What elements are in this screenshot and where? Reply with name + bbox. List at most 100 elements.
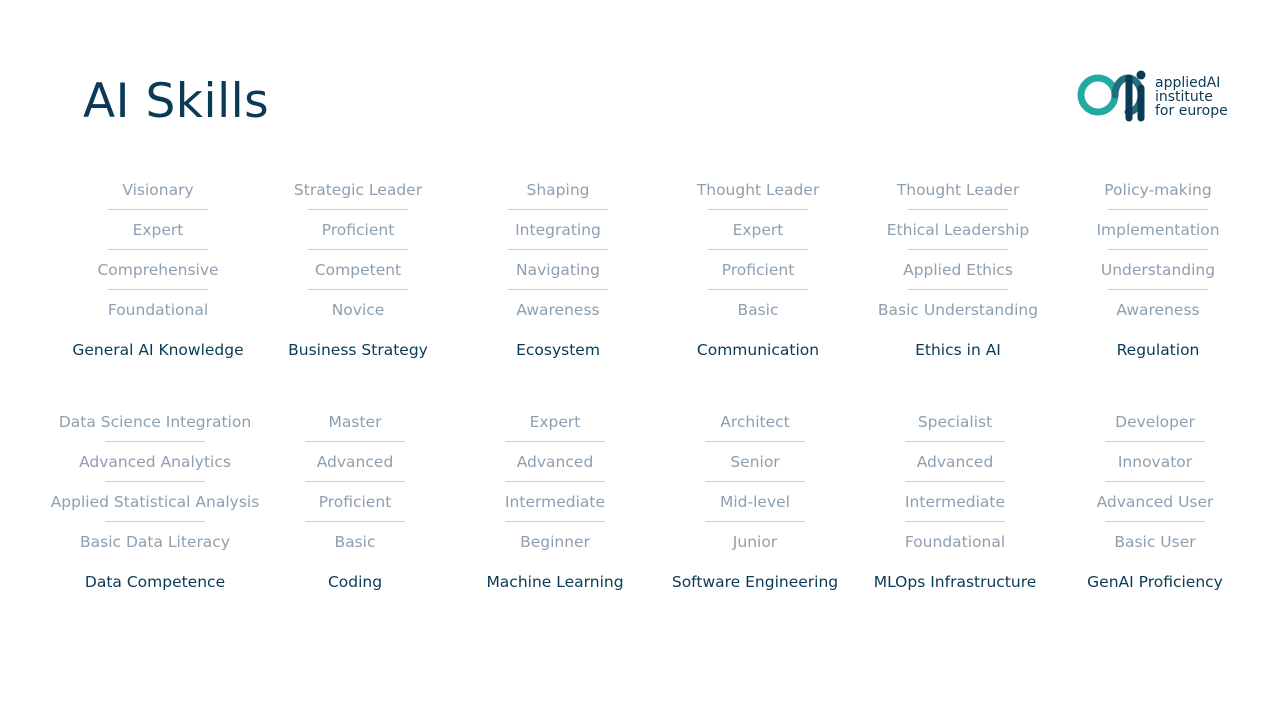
- skill-level-label: Architect: [720, 413, 790, 431]
- skill-level-label: Proficient: [721, 261, 795, 279]
- skill-column-genai-proficiency: Developer Innovator Advanced User Basic …: [1055, 402, 1255, 602]
- skill-category: Data Competence: [84, 573, 226, 591]
- skill-level: Ethical Leadership: [848, 210, 1068, 250]
- divider: [708, 209, 808, 210]
- skill-level-label: Awareness: [1116, 301, 1200, 319]
- divider: [508, 249, 608, 250]
- skill-level: Data Science Integration: [45, 402, 265, 442]
- skill-level: Senior: [645, 442, 865, 482]
- skill-level: Intermediate: [845, 482, 1065, 522]
- divider: [908, 249, 1008, 250]
- skill-level-label: Specialist: [917, 413, 993, 431]
- skill-level: Basic: [648, 290, 868, 330]
- divider: [108, 249, 208, 250]
- divider: [105, 521, 205, 522]
- skill-column-business-strategy: Strategic Leader Proficient Competent No…: [258, 170, 458, 370]
- skill-category: Coding: [327, 573, 383, 591]
- skill-level-label: Expert: [132, 221, 184, 239]
- logo-line-1: appliedAI: [1155, 75, 1221, 91]
- skill-level: Proficient: [648, 250, 868, 290]
- skill-level-label: Shaping: [526, 181, 590, 199]
- skill-level: Intermediate: [445, 482, 665, 522]
- divider: [505, 441, 605, 442]
- divider: [308, 209, 408, 210]
- skill-column-ethics-in-ai: Thought Leader Ethical Leadership Applie…: [858, 170, 1058, 370]
- skill-level: Specialist: [845, 402, 1065, 442]
- skill-level-label: Intermediate: [504, 493, 605, 511]
- divider: [508, 289, 608, 290]
- skill-level: Junior: [645, 522, 865, 562]
- skill-column-mlops-infrastructure: Specialist Advanced Intermediate Foundat…: [855, 402, 1055, 602]
- skill-level: Thought Leader: [648, 170, 868, 210]
- divider: [708, 249, 808, 250]
- skill-level-label: Applied Ethics: [903, 261, 1013, 279]
- skill-level-label: Ethical Leadership: [886, 221, 1030, 239]
- skill-level: Expert: [648, 210, 868, 250]
- skill-column-machine-learning: Expert Advanced Intermediate Beginner Ma…: [455, 402, 655, 602]
- skill-column-general-ai-knowledge: Visionary Expert Comprehensive Foundatio…: [58, 170, 258, 370]
- divider: [705, 481, 805, 482]
- divider: [105, 441, 205, 442]
- skill-level: Implementation: [1048, 210, 1268, 250]
- skill-level-label: Basic Data Literacy: [79, 533, 231, 551]
- skill-level: Applied Statistical Analysis: [45, 482, 265, 522]
- divider: [705, 521, 805, 522]
- logo-line-2: institute: [1155, 89, 1213, 105]
- skill-level: Navigating: [448, 250, 668, 290]
- skill-category: GenAI Proficiency: [1087, 573, 1223, 591]
- skill-level-label: Applied Statistical Analysis: [50, 493, 260, 511]
- divider: [705, 441, 805, 442]
- skill-level-label: Visionary: [122, 181, 194, 199]
- skill-level-label: Proficient: [321, 221, 395, 239]
- divider: [905, 441, 1005, 442]
- appliedai-logo: appliedAI institute for europe: [1077, 66, 1237, 126]
- skill-level: Advanced User: [1045, 482, 1265, 522]
- skill-level-label: Junior: [732, 533, 778, 551]
- skill-level: Expert: [445, 402, 665, 442]
- skill-column-coding: Master Advanced Proficient Basic Coding: [255, 402, 455, 602]
- skill-column-communication: Thought Leader Expert Proficient Basic C…: [658, 170, 858, 370]
- skill-level-label: Innovator: [1117, 453, 1193, 471]
- divider: [708, 289, 808, 290]
- skill-level-label: Advanced: [916, 453, 994, 471]
- divider: [1108, 289, 1208, 290]
- divider: [1108, 209, 1208, 210]
- skill-level-label: Foundational: [107, 301, 209, 319]
- skill-level-label: Basic Understanding: [877, 301, 1039, 319]
- skill-category: Machine Learning: [486, 573, 624, 591]
- skill-level-label: Senior: [730, 453, 780, 471]
- divider: [308, 289, 408, 290]
- page-title: AI Skills: [83, 74, 270, 129]
- skill-column-software-engineering: Architect Senior Mid-level Junior Softwa…: [655, 402, 855, 602]
- skill-column-data-competence: Data Science Integration Advanced Analyt…: [51, 402, 260, 602]
- skill-level: Awareness: [1048, 290, 1268, 330]
- skill-level: Mid-level: [645, 482, 865, 522]
- skill-level-label: Developer: [1115, 413, 1195, 431]
- skill-category: Software Engineering: [671, 573, 839, 591]
- skill-level-label: Thought Leader: [896, 181, 1020, 199]
- skill-category: General AI Knowledge: [72, 341, 244, 359]
- skill-level-label: Advanced Analytics: [79, 453, 231, 471]
- skill-level: Applied Ethics: [848, 250, 1068, 290]
- skill-level-label: Comprehensive: [97, 261, 219, 279]
- skill-level-label: Strategic Leader: [293, 181, 423, 199]
- skill-level: Integrating: [448, 210, 668, 250]
- skill-level-label: Advanced User: [1096, 493, 1214, 511]
- divider: [308, 249, 408, 250]
- skill-level: Beginner: [445, 522, 665, 562]
- skill-level: Advanced: [245, 442, 465, 482]
- skill-column-ecosystem: Shaping Integrating Navigating Awareness…: [458, 170, 658, 370]
- skill-level: Basic Data Literacy: [45, 522, 265, 562]
- divider: [905, 481, 1005, 482]
- skill-level-label: Navigating: [516, 261, 600, 279]
- skill-level-label: Policy-making: [1104, 181, 1212, 199]
- skill-level: Competent: [248, 250, 468, 290]
- skill-level-label: Beginner: [520, 533, 590, 551]
- skill-level-label: Advanced: [516, 453, 594, 471]
- skill-level-label: Advanced: [316, 453, 394, 471]
- skill-level-label: Competent: [314, 261, 402, 279]
- skill-level: Architect: [645, 402, 865, 442]
- skill-level: Proficient: [248, 210, 468, 250]
- skill-level: Master: [245, 402, 465, 442]
- skill-category: Business Strategy: [288, 341, 428, 359]
